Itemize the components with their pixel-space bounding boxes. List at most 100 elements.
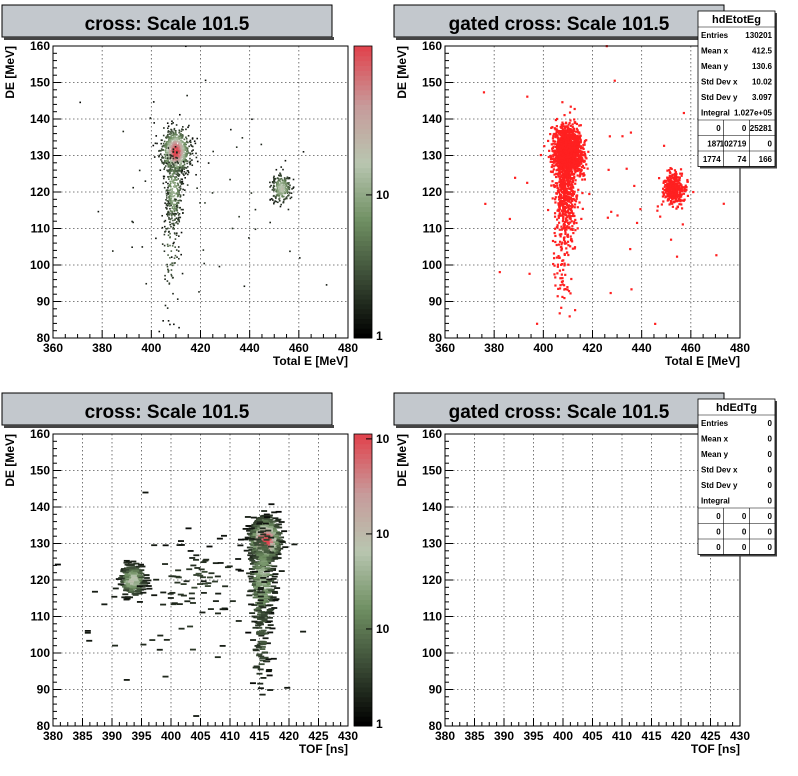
colorbar-band xyxy=(354,275,372,280)
data-point xyxy=(571,171,573,173)
data-point xyxy=(626,168,628,170)
data-point xyxy=(554,143,556,145)
data-point xyxy=(169,208,171,210)
data-point xyxy=(558,132,560,134)
data-point xyxy=(156,143,158,145)
data-point xyxy=(678,185,680,187)
data-point xyxy=(164,141,166,143)
data-point xyxy=(168,231,170,233)
data-point xyxy=(575,131,577,133)
data-point xyxy=(561,101,563,103)
data-point xyxy=(560,138,562,140)
data-point xyxy=(281,530,287,532)
data-point xyxy=(554,235,556,237)
data-point xyxy=(171,202,173,204)
data-point xyxy=(559,312,561,314)
data-point xyxy=(180,144,182,146)
data-point xyxy=(562,146,564,148)
data-point xyxy=(189,158,191,160)
data-point xyxy=(563,224,565,226)
data-point xyxy=(683,193,685,195)
data-point xyxy=(182,126,184,128)
data-point xyxy=(556,125,558,127)
title-box-shadow xyxy=(396,37,726,40)
colorbar-band xyxy=(354,255,372,260)
data-point xyxy=(188,146,190,148)
y-tick-label: 90 xyxy=(429,295,443,309)
data-point xyxy=(164,226,166,228)
data-point xyxy=(564,147,566,149)
data-point xyxy=(582,165,584,167)
colorbar-band xyxy=(354,95,372,100)
data-point xyxy=(579,138,581,140)
data-point xyxy=(568,204,570,206)
stats-value: 1.027e+05 xyxy=(734,109,773,118)
data-point xyxy=(180,188,182,190)
data-point xyxy=(166,141,168,143)
data-point xyxy=(550,155,552,157)
data-point xyxy=(174,167,176,169)
x-tick-label: 400 xyxy=(533,341,553,355)
data-point xyxy=(174,225,176,227)
data-point xyxy=(556,272,558,274)
data-point xyxy=(670,177,672,179)
data-point xyxy=(569,292,571,294)
data-point xyxy=(179,180,181,182)
data-point xyxy=(152,145,154,147)
data-point xyxy=(677,194,679,196)
data-point xyxy=(269,222,271,224)
data-point xyxy=(574,203,576,205)
data-point xyxy=(565,122,567,124)
data-point xyxy=(576,128,578,130)
data-point xyxy=(550,161,552,163)
data-point xyxy=(173,210,175,212)
colorbar-band xyxy=(354,260,372,265)
data-point xyxy=(577,146,579,148)
data-point xyxy=(186,163,188,165)
data-point xyxy=(164,234,166,236)
data-point xyxy=(563,206,565,208)
data-point xyxy=(569,192,571,194)
data-point xyxy=(171,256,173,258)
data-point xyxy=(174,193,176,195)
data-point xyxy=(251,192,253,194)
data-point xyxy=(528,273,530,275)
data-point xyxy=(182,209,184,211)
colorbar-band xyxy=(354,158,372,163)
data-point xyxy=(171,223,173,225)
x-tick-label: 380 xyxy=(484,341,504,355)
data-point xyxy=(572,205,574,207)
data-point xyxy=(199,202,201,204)
data-point xyxy=(681,173,683,175)
data-point xyxy=(185,156,187,158)
data-point xyxy=(172,122,174,124)
data-point xyxy=(178,200,180,202)
data-point xyxy=(571,210,573,212)
data-point xyxy=(173,262,175,264)
data-point xyxy=(188,135,190,137)
data-point xyxy=(561,296,563,298)
data-point xyxy=(278,192,280,194)
data-point xyxy=(180,157,182,159)
data-point xyxy=(579,174,581,176)
data-point xyxy=(563,288,565,290)
data-point xyxy=(285,197,287,199)
data-point xyxy=(665,181,667,183)
data-point xyxy=(180,133,182,135)
data-point xyxy=(664,191,666,193)
data-point xyxy=(178,258,180,260)
data-point xyxy=(551,166,553,168)
data-point xyxy=(180,162,182,164)
data-point xyxy=(170,199,172,201)
data-point xyxy=(543,145,545,147)
data-point xyxy=(150,117,152,119)
data-point xyxy=(188,152,190,154)
data-point xyxy=(184,144,186,146)
data-point xyxy=(284,177,286,179)
data-point xyxy=(561,263,563,265)
data-point xyxy=(273,195,275,197)
stats-key: Entries xyxy=(701,31,729,40)
colorbar-band xyxy=(354,173,372,178)
data-point xyxy=(283,185,285,187)
data-point xyxy=(169,133,171,135)
